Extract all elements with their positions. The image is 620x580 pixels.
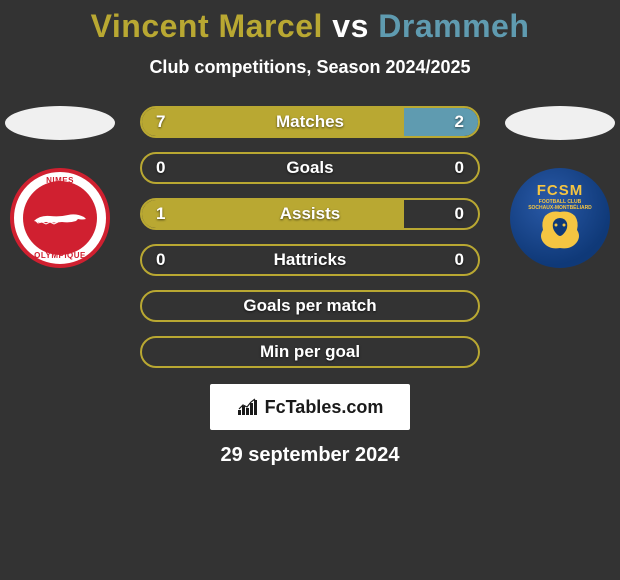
stat-value-right: 0 bbox=[455, 158, 464, 178]
left-column: NIMES OLYMPIQUE bbox=[0, 106, 120, 268]
nimes-inner-circle bbox=[23, 181, 97, 255]
stat-label: Hattricks bbox=[142, 250, 478, 270]
stat-row: Goals per match bbox=[140, 290, 480, 322]
stat-label: Goals bbox=[142, 158, 478, 178]
right-column: FCSM FOOTBALL CLUB SOCHAUX-MONTBÉLIARD bbox=[500, 106, 620, 268]
stat-value-right: 0 bbox=[455, 250, 464, 270]
stat-row: 1Assists0 bbox=[140, 198, 480, 230]
stat-row: 0Goals0 bbox=[140, 152, 480, 184]
player2-name: Drammeh bbox=[378, 8, 529, 44]
player2-ellipse bbox=[505, 106, 615, 140]
stat-row: Min per goal bbox=[140, 336, 480, 368]
stat-label: Min per goal bbox=[142, 342, 478, 362]
stat-row: 0Hattricks0 bbox=[140, 244, 480, 276]
stat-label: Matches bbox=[142, 112, 478, 132]
fcsm-abbr: FCSM bbox=[510, 182, 610, 199]
attribution-text: FcTables.com bbox=[265, 397, 384, 418]
page-title: Vincent Marcel vs Drammeh bbox=[0, 8, 620, 45]
stat-row: 7Matches2 bbox=[140, 106, 480, 138]
club-badge-sochaux: FCSM FOOTBALL CLUB SOCHAUX-MONTBÉLIARD bbox=[510, 168, 610, 268]
stat-label: Assists bbox=[142, 204, 478, 224]
stat-value-right: 2 bbox=[455, 112, 464, 132]
nimes-text-bottom: OLYMPIQUE bbox=[34, 251, 86, 260]
vs-separator: vs bbox=[332, 8, 369, 44]
stat-label: Goals per match bbox=[142, 296, 478, 316]
date-text: 29 september 2024 bbox=[0, 444, 620, 467]
subtitle: Club competitions, Season 2024/2025 bbox=[0, 57, 620, 78]
stat-bars: 7Matches20Goals01Assists00Hattricks0Goal… bbox=[140, 106, 480, 368]
chart-icon bbox=[237, 398, 259, 416]
player1-ellipse bbox=[5, 106, 115, 140]
player1-name: Vincent Marcel bbox=[91, 8, 323, 44]
main-content: NIMES OLYMPIQUE FCSM FOOTBALL CLUB SOCHA… bbox=[0, 106, 620, 467]
attribution-badge: FcTables.com bbox=[210, 384, 410, 430]
comparison-card: Vincent Marcel vs Drammeh Club competiti… bbox=[0, 0, 620, 467]
crocodile-icon bbox=[32, 209, 88, 227]
lion-icon bbox=[531, 208, 589, 254]
nimes-text-top: NIMES bbox=[46, 176, 74, 185]
club-badge-nimes: NIMES OLYMPIQUE bbox=[10, 168, 110, 268]
stat-value-right: 0 bbox=[455, 204, 464, 224]
